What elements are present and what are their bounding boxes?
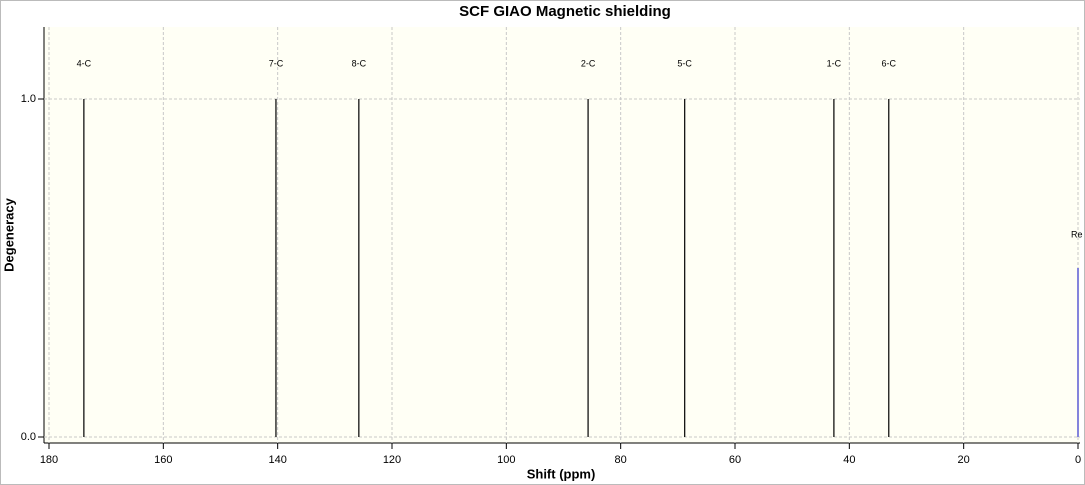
x-tick-label: 180 (40, 454, 58, 466)
y-tick-label: 0.0 (21, 431, 36, 443)
peak-label: 2-C (581, 58, 596, 68)
peak-label: 4-C (77, 58, 92, 68)
x-tick-label: 120 (383, 454, 401, 466)
peak-label: 1-C (827, 58, 842, 68)
x-tick-label: 0 (1075, 454, 1081, 466)
x-tick-label: 60 (729, 454, 741, 466)
x-tick-label: 100 (497, 454, 515, 466)
x-tick-label: 20 (958, 454, 970, 466)
x-axis-label: Shift (ppm) (527, 466, 596, 481)
x-tick-label: 160 (154, 454, 172, 466)
plot-area (44, 27, 1080, 443)
peak-label: Re (1071, 229, 1083, 239)
y-axis-label: Degeneracy (1, 197, 16, 271)
peak-label: 6-C (882, 58, 897, 68)
peak-label: 8-C (352, 58, 367, 68)
chart-title: SCF GIAO Magnetic shielding (459, 3, 671, 20)
x-tick-label: 80 (615, 454, 627, 466)
x-tick-label: 140 (268, 454, 286, 466)
y-tick-label: 1.0 (21, 93, 36, 105)
peak-label: 5-C (677, 58, 692, 68)
x-tick-label: 40 (843, 454, 855, 466)
peak-label: 7-C (269, 58, 284, 68)
